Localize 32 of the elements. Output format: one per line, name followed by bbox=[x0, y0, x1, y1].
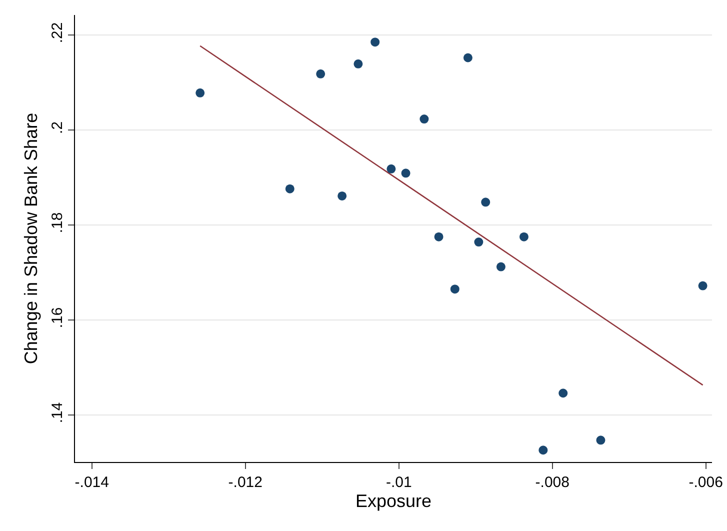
y-tick-label: .2 bbox=[49, 121, 66, 134]
y-tick-label: .16 bbox=[49, 307, 66, 328]
x-tick-label: -.014 bbox=[74, 474, 109, 491]
point bbox=[481, 198, 490, 207]
x-axis-title: Exposure bbox=[355, 491, 432, 512]
point bbox=[463, 53, 472, 62]
x-tick-label: -.006 bbox=[688, 474, 723, 491]
point bbox=[698, 281, 708, 290]
point bbox=[401, 168, 410, 178]
point bbox=[450, 284, 460, 294]
point bbox=[558, 388, 568, 398]
point bbox=[420, 114, 429, 124]
point bbox=[338, 191, 347, 200]
x-tick-label: -.008 bbox=[535, 474, 570, 491]
point bbox=[538, 446, 548, 455]
point bbox=[386, 164, 396, 174]
y-tick-label: .14 bbox=[49, 402, 66, 424]
point bbox=[474, 238, 484, 247]
x-tick-label: -.01 bbox=[386, 474, 412, 491]
point bbox=[316, 69, 326, 78]
y-tick-label: .22 bbox=[49, 22, 66, 44]
point bbox=[519, 232, 528, 242]
point bbox=[285, 184, 294, 194]
point bbox=[354, 59, 363, 68]
point bbox=[196, 88, 205, 98]
point bbox=[370, 38, 380, 47]
x-tick-label: -.012 bbox=[228, 474, 262, 491]
point bbox=[434, 232, 444, 242]
y-tick-label: .18 bbox=[49, 212, 66, 234]
point bbox=[496, 262, 506, 272]
y-axis-title: Change in Shadow Bank Share bbox=[21, 112, 42, 364]
point bbox=[596, 436, 606, 445]
